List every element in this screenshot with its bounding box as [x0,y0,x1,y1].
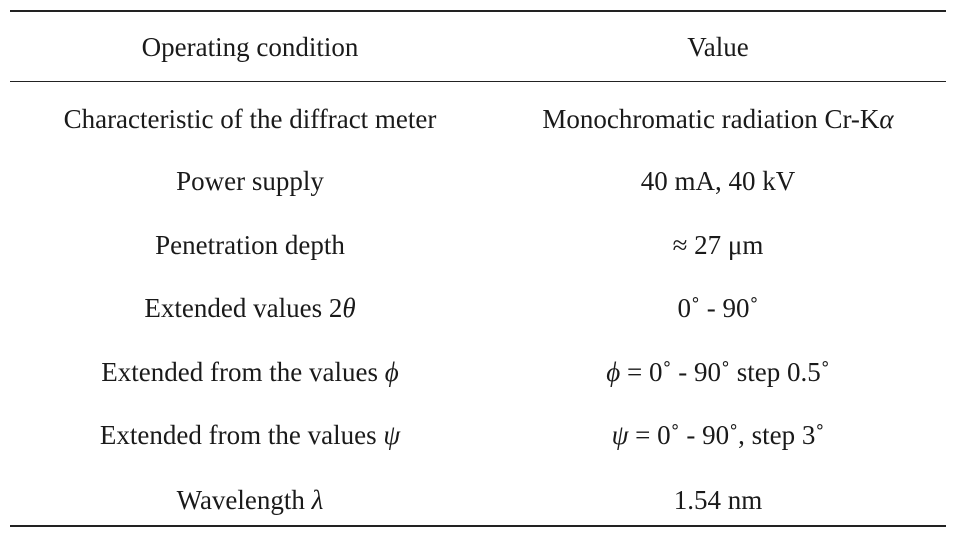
condition-cell: Penetration depth [155,229,345,260]
table-row: Extended values 2θ 0˚ - 90˚ [10,276,946,340]
value-cell: Monochromatic radiation Cr-Kα [542,103,894,134]
value-cell: ≈ 27 μm [672,229,764,260]
table-row: Extended from the values ϕ ϕ = 0˚ - 90˚ … [10,340,946,404]
value-cell: 40 mA, 40 kV [640,165,796,196]
table-top-rule [10,10,946,12]
condition-cell: Extended from the values ϕ [101,356,399,387]
table-header-rule [10,81,946,82]
table-row: Wavelength λ 1.54 nm [10,468,946,532]
table-row: Extended from the values ψ ψ = 0˚ - 90˚,… [10,403,946,467]
value-cell: 0˚ - 90˚ [677,292,759,323]
condition-cell: Power supply [176,165,324,196]
condition-cell: Extended values 2θ [144,292,356,323]
table-header-row: Operating condition Value [10,14,946,80]
header-condition: Operating condition [141,31,359,62]
table-bottom-rule [10,525,946,527]
header-value: Value [687,31,749,62]
condition-cell: Wavelength λ [176,484,324,515]
value-cell: ϕ = 0˚ - 90˚ step 0.5˚ [606,356,830,387]
table-row: Penetration depth ≈ 27 μm [10,213,946,277]
condition-cell: Characteristic of the diffract meter [63,103,437,134]
value-cell: ψ = 0˚ - 90˚, step 3˚ [611,419,825,450]
table-row: Power supply 40 mA, 40 kV [10,149,946,213]
condition-cell: Extended from the values ψ [99,419,401,450]
operating-conditions-table: Operating condition Value Characteristic… [10,10,946,528]
table-row: Characteristic of the diffract meter Mon… [10,87,946,151]
value-cell: 1.54 nm [673,484,763,515]
